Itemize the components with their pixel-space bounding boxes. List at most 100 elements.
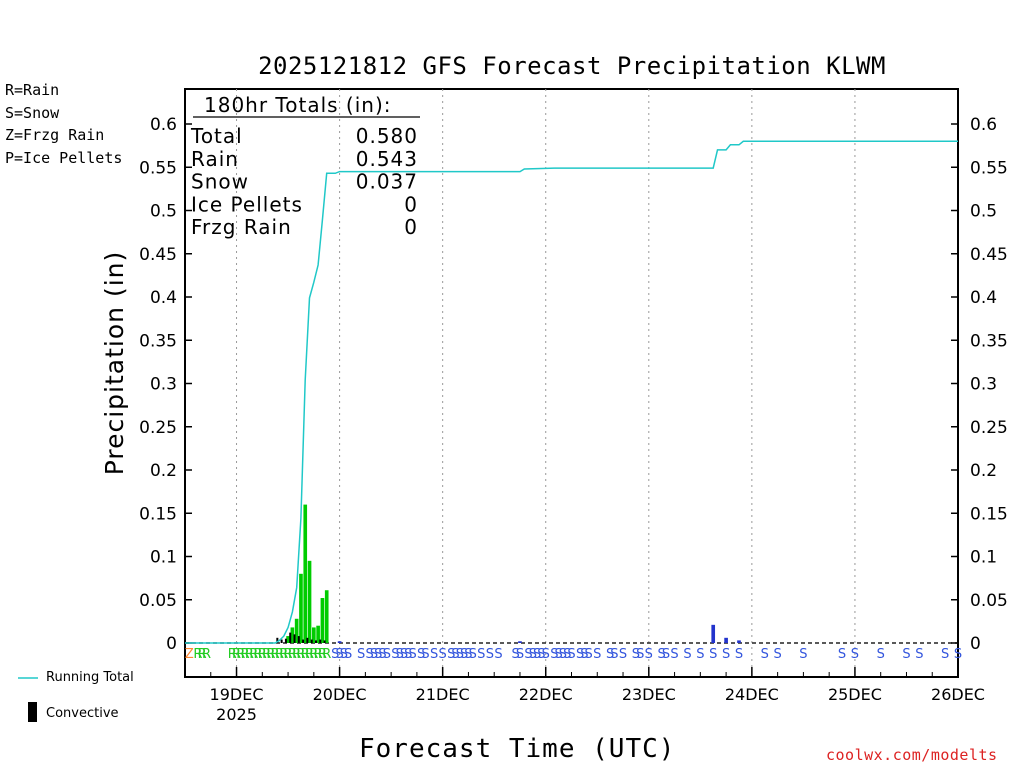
ptype-marker: S xyxy=(408,647,416,662)
ptype-marker: R xyxy=(258,647,267,662)
ptype-marker: S xyxy=(486,647,494,662)
rain-bar xyxy=(290,627,295,643)
ptype-marker: S xyxy=(576,647,584,662)
x-tick-sublabel: 2025 xyxy=(216,705,257,724)
ptype-marker: R xyxy=(318,647,327,662)
ptype-marker: R xyxy=(245,647,254,662)
ptype-marker: S xyxy=(357,647,365,662)
totals-row-value: 0 xyxy=(404,192,418,216)
ptype-marker: S xyxy=(447,647,455,662)
ptype-marker: R xyxy=(284,647,293,662)
ptype-marker: S xyxy=(554,647,562,662)
ptype-marker: R xyxy=(193,647,202,662)
ptype-marker: S xyxy=(580,647,588,662)
ptype-marker: S xyxy=(537,647,545,662)
ptype-marker: S xyxy=(761,647,769,662)
ptype-marker: Z xyxy=(185,647,194,662)
ptype-marker: R xyxy=(262,647,271,662)
x-tick-label: 21DEC xyxy=(416,685,470,704)
legend-ice-pellets: P=Ice Pellets xyxy=(5,149,123,167)
ptype-marker: R xyxy=(253,647,262,662)
y-tick-label-right: 0.05 xyxy=(970,591,1008,611)
ptype-marker: S xyxy=(400,647,408,662)
ptype-marker: S xyxy=(430,647,438,662)
ptype-marker: S xyxy=(456,647,464,662)
ptype-marker: S xyxy=(954,647,962,662)
legend-rain: R=Rain xyxy=(5,81,60,99)
legend-convective-swatch xyxy=(28,702,37,722)
convective-bar xyxy=(276,637,279,643)
convective-bar xyxy=(314,640,317,643)
ptype-marker: S xyxy=(696,647,704,662)
ptype-marker: S xyxy=(683,647,691,662)
ptype-marker: S xyxy=(619,647,627,662)
ptype-marker: S xyxy=(567,647,575,662)
y-tick-label-left: 0.45 xyxy=(139,245,177,265)
ptype-marker: S xyxy=(335,647,343,662)
ptype-marker: R xyxy=(322,647,331,662)
ptype-marker: S xyxy=(370,647,378,662)
x-tick-label: 23DEC xyxy=(622,685,676,704)
totals-row-label: Frzg Rain xyxy=(191,215,292,239)
convective-bar xyxy=(280,639,283,643)
ptype-marker: S xyxy=(722,647,730,662)
x-tick-label: 22DEC xyxy=(519,685,573,704)
x-tick-label: 25DEC xyxy=(828,685,882,704)
rain-bar xyxy=(303,504,308,643)
totals-row-value: 0.543 xyxy=(356,147,418,171)
ptype-marker: R xyxy=(249,647,258,662)
convective-bar xyxy=(289,632,292,643)
ptype-marker: R xyxy=(305,647,314,662)
convective-bar xyxy=(302,639,305,643)
ptype-marker: S xyxy=(460,647,468,662)
totals-header: 180hr Totals (in): xyxy=(204,93,392,117)
x-tick-label: 20DEC xyxy=(313,685,367,704)
y-tick-label-left: 0.3 xyxy=(150,375,177,395)
ptype-marker: S xyxy=(512,647,520,662)
y-tick-label-right: 0.4 xyxy=(970,288,997,308)
y-tick-label-right: 0.15 xyxy=(970,504,1008,524)
ptype-marker: S xyxy=(378,647,386,662)
rain-bar xyxy=(294,618,299,643)
totals-row-label: Total xyxy=(190,124,243,148)
ptype-marker: S xyxy=(610,647,618,662)
convective-bar xyxy=(319,639,322,643)
ptype-marker: S xyxy=(451,647,459,662)
snow-bar xyxy=(711,624,716,643)
ptype-marker: R xyxy=(314,647,323,662)
ptype-marker: R xyxy=(292,647,301,662)
convective-bar xyxy=(323,640,326,643)
ptype-marker: S xyxy=(396,647,404,662)
ptype-marker: S xyxy=(645,647,653,662)
ptype-marker: R xyxy=(309,647,318,662)
y-tick-label-left: 0.25 xyxy=(139,418,177,438)
ptype-marker: S xyxy=(774,647,782,662)
rain-bar xyxy=(320,598,325,643)
y-tick-label-left: 0.5 xyxy=(150,202,177,222)
y-tick-label-left: 0 xyxy=(166,634,177,654)
y-tick-label-left: 0.6 xyxy=(150,115,177,135)
ptype-marker: R xyxy=(288,647,297,662)
rain-bar xyxy=(299,573,303,643)
rain-bar xyxy=(286,636,290,643)
ptype-marker: S xyxy=(877,647,885,662)
running-total-line xyxy=(185,140,958,644)
y-tick-label-right: 0.5 xyxy=(970,202,997,222)
y-tick-label-left: 0.55 xyxy=(139,158,177,178)
ptype-marker: S xyxy=(915,647,923,662)
legend-running-total-label: Running Total xyxy=(46,670,134,685)
ptype-marker: S xyxy=(941,647,949,662)
ptype-marker: R xyxy=(236,647,245,662)
credit-link[interactable]: coolwx.com/modelts xyxy=(826,746,998,764)
y-tick-label-left: 0.05 xyxy=(139,591,177,611)
totals-row-value: 0.037 xyxy=(356,170,418,194)
y-axis-title: Precipitation (in) xyxy=(100,251,129,476)
ptype-marker: S xyxy=(374,647,382,662)
ptype-marker: S xyxy=(735,647,743,662)
ptype-marker: R xyxy=(266,647,275,662)
y-tick-label-left: 0.15 xyxy=(139,504,177,524)
ptype-marker: S xyxy=(404,647,412,662)
ptype-marker: S xyxy=(383,647,391,662)
ptype-marker: S xyxy=(439,647,447,662)
